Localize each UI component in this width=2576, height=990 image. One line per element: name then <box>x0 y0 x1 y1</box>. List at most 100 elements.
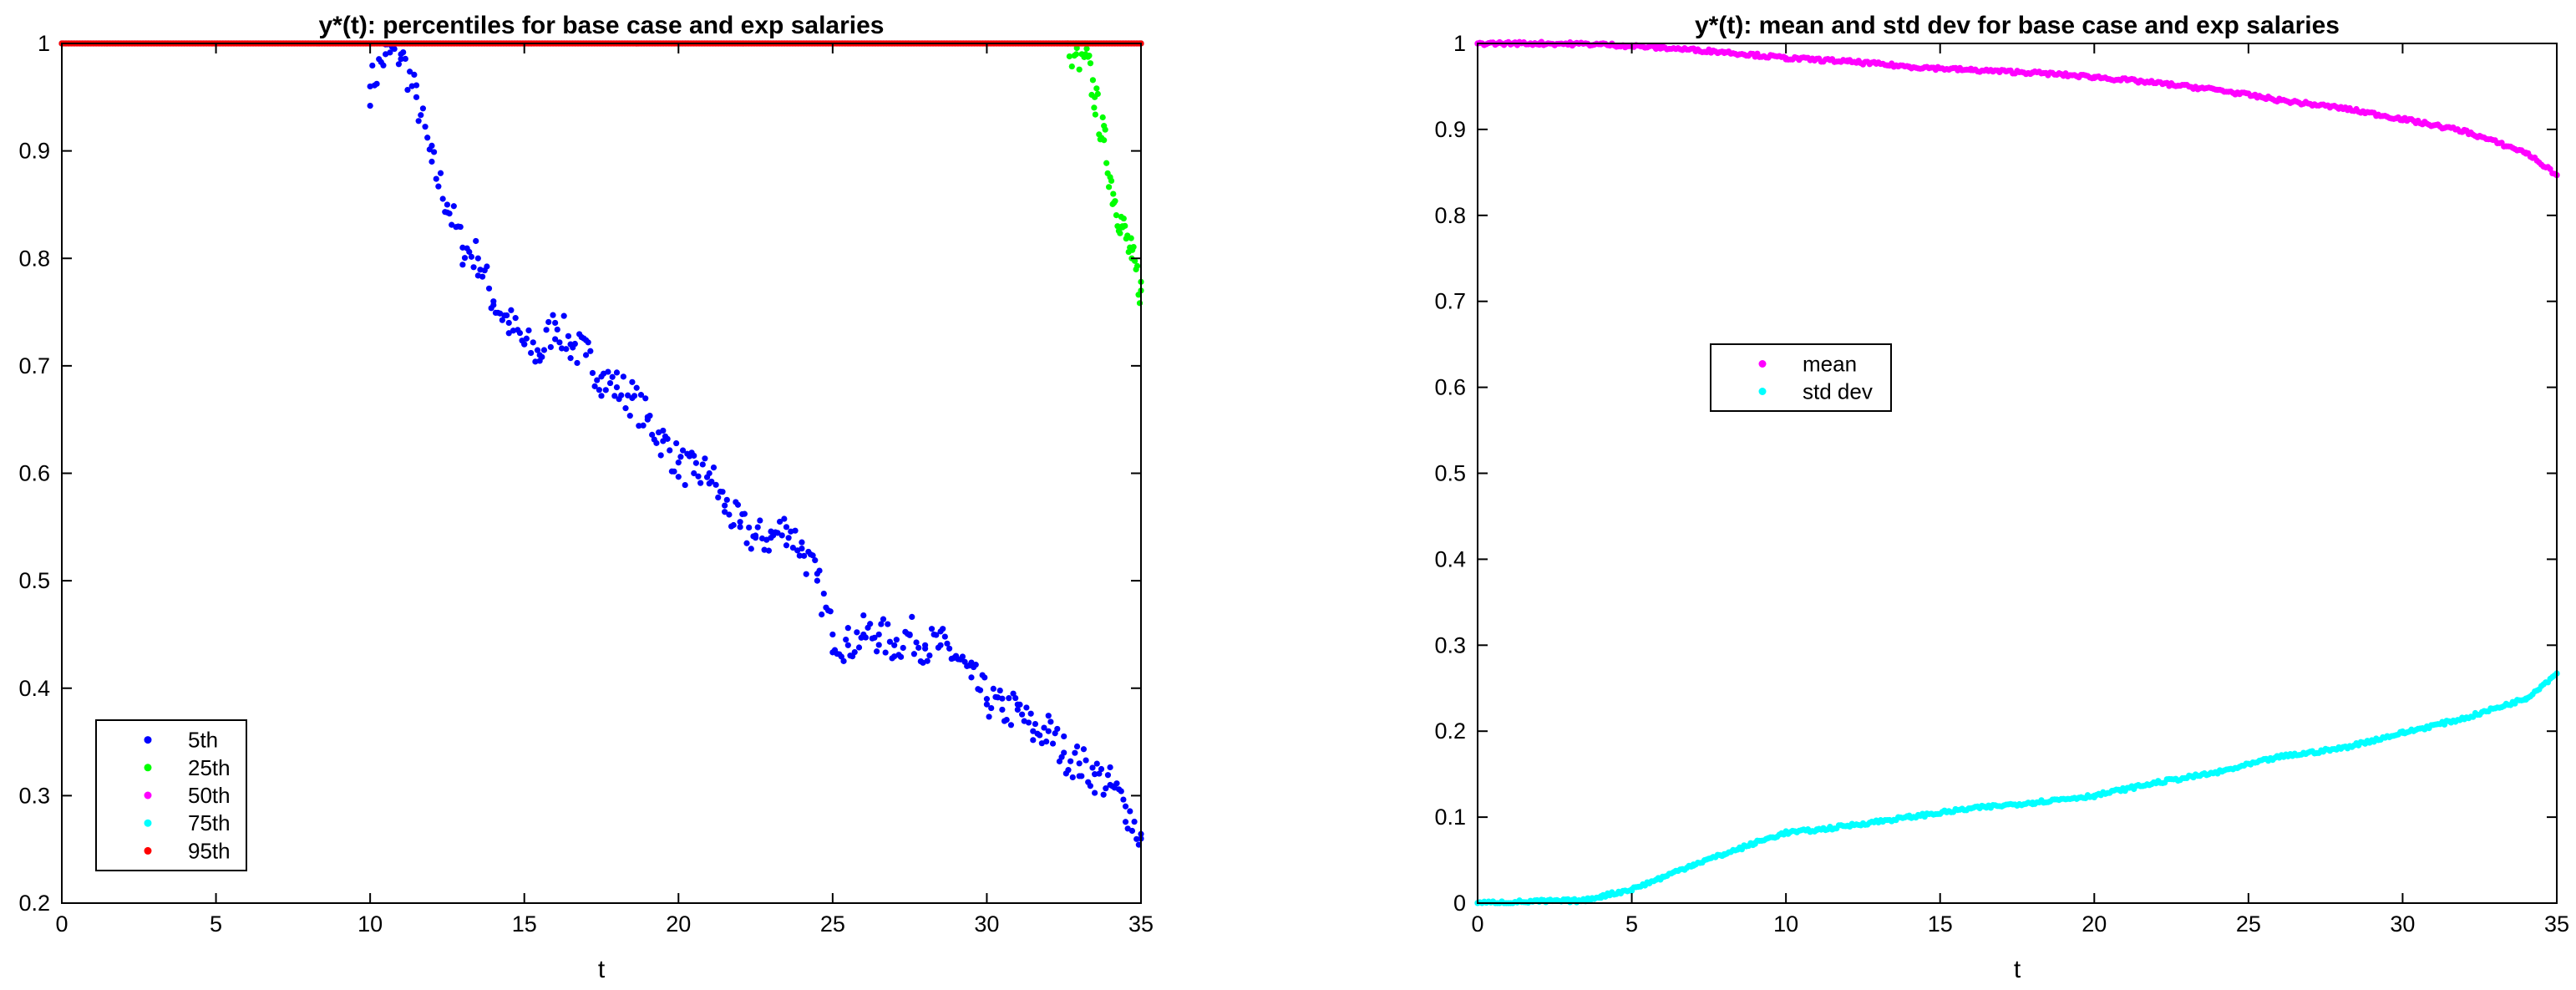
data-point <box>395 61 403 68</box>
data-point <box>450 203 457 210</box>
data-point <box>602 387 609 393</box>
data-point <box>1065 767 1072 774</box>
data-point <box>715 494 722 501</box>
data-point <box>897 653 905 660</box>
data-point <box>523 335 530 342</box>
data-point <box>972 662 979 668</box>
y-tick-label: 0 <box>1453 891 1466 916</box>
data-point <box>419 105 427 112</box>
x-tick-label: 10 <box>1773 911 1798 937</box>
data-point <box>1087 60 1094 67</box>
data-point <box>844 625 851 632</box>
data-point <box>746 524 753 531</box>
data-point <box>946 645 953 652</box>
data-point <box>935 644 942 651</box>
data-point <box>528 349 535 357</box>
data-point <box>1131 818 1138 825</box>
data-point <box>1019 711 1026 718</box>
data-point <box>926 652 933 659</box>
data-point <box>1132 257 1138 264</box>
data-point <box>748 546 754 552</box>
data-point <box>944 640 951 647</box>
data-point <box>625 392 631 399</box>
data-point <box>404 86 411 94</box>
data-point <box>516 329 524 337</box>
data-point <box>1068 63 1075 70</box>
data-point <box>909 613 915 621</box>
data-point <box>1047 718 1054 725</box>
data-point <box>1130 243 1137 251</box>
data-point <box>1113 780 1120 787</box>
data-point <box>1092 789 1098 796</box>
data-point <box>484 263 490 270</box>
data-point <box>1118 788 1124 795</box>
y-tick-label: 0.7 <box>18 353 50 378</box>
data-point <box>609 373 616 380</box>
x-tick-label: 25 <box>820 911 845 937</box>
y-tick-label: 0.2 <box>18 891 50 916</box>
data-point <box>589 369 596 377</box>
data-point <box>1104 772 1112 779</box>
data-point <box>1093 85 1100 92</box>
data-point <box>886 638 894 645</box>
data-point <box>657 452 664 459</box>
y-tick-label: 0.5 <box>18 568 50 593</box>
data-point <box>1103 160 1110 166</box>
data-point <box>712 481 719 488</box>
data-point <box>691 452 697 459</box>
data-point <box>1089 764 1096 771</box>
data-point <box>550 312 556 318</box>
data-point <box>431 149 438 155</box>
data-point <box>1099 114 1106 121</box>
data-point <box>649 431 656 438</box>
data-point <box>867 621 874 627</box>
data-point <box>1087 783 1093 789</box>
data-point <box>754 524 761 531</box>
data-point <box>1030 728 1037 734</box>
legend-label: 5th <box>188 728 218 753</box>
data-point <box>741 510 748 517</box>
data-point <box>530 339 536 346</box>
data-point <box>479 273 486 280</box>
data-point <box>990 685 996 693</box>
x-tick-label: 20 <box>666 911 691 937</box>
data-point <box>673 439 680 447</box>
data-point <box>924 657 931 664</box>
legend-box <box>1710 343 1892 412</box>
data-point <box>1098 135 1105 141</box>
y-tick-label: 1 <box>38 31 50 56</box>
data-point <box>1108 177 1115 185</box>
data-point <box>558 345 565 352</box>
data-point <box>424 135 431 141</box>
data-point <box>398 56 404 63</box>
data-point <box>1069 774 1076 781</box>
plot-area-right: 0 5 10 15 20 25 30 35 0 0.1 0.2 0.3 0.4 0.5 0.6 0.7 0.8 0… <box>1434 31 2569 937</box>
data-point <box>959 653 966 660</box>
data-point <box>1122 222 1128 229</box>
data-point <box>880 616 887 622</box>
data-point <box>470 264 477 271</box>
legend-label: mean <box>1803 352 1857 377</box>
data-point <box>976 687 984 693</box>
data-point <box>534 347 541 353</box>
x-tick-label: 35 <box>2544 911 2569 937</box>
data-point <box>827 608 834 615</box>
data-point <box>774 530 781 536</box>
data-point <box>618 392 625 399</box>
data-point <box>986 713 992 720</box>
data-point <box>1072 749 1078 756</box>
data-point <box>1086 52 1093 59</box>
data-point <box>1078 773 1085 779</box>
data-point <box>504 312 510 319</box>
data-point <box>829 631 836 638</box>
y-tick-label: 0.8 <box>18 246 50 271</box>
data-point <box>636 423 642 429</box>
x-tick-label: 25 <box>2236 911 2261 937</box>
legend-label: 95th <box>188 838 231 863</box>
x-tick-label: 0 <box>1471 911 1483 937</box>
data-point <box>708 478 715 485</box>
data-point <box>543 327 550 333</box>
chart-title-right: y*(t): mean and std dev for base case an… <box>1695 12 2340 39</box>
